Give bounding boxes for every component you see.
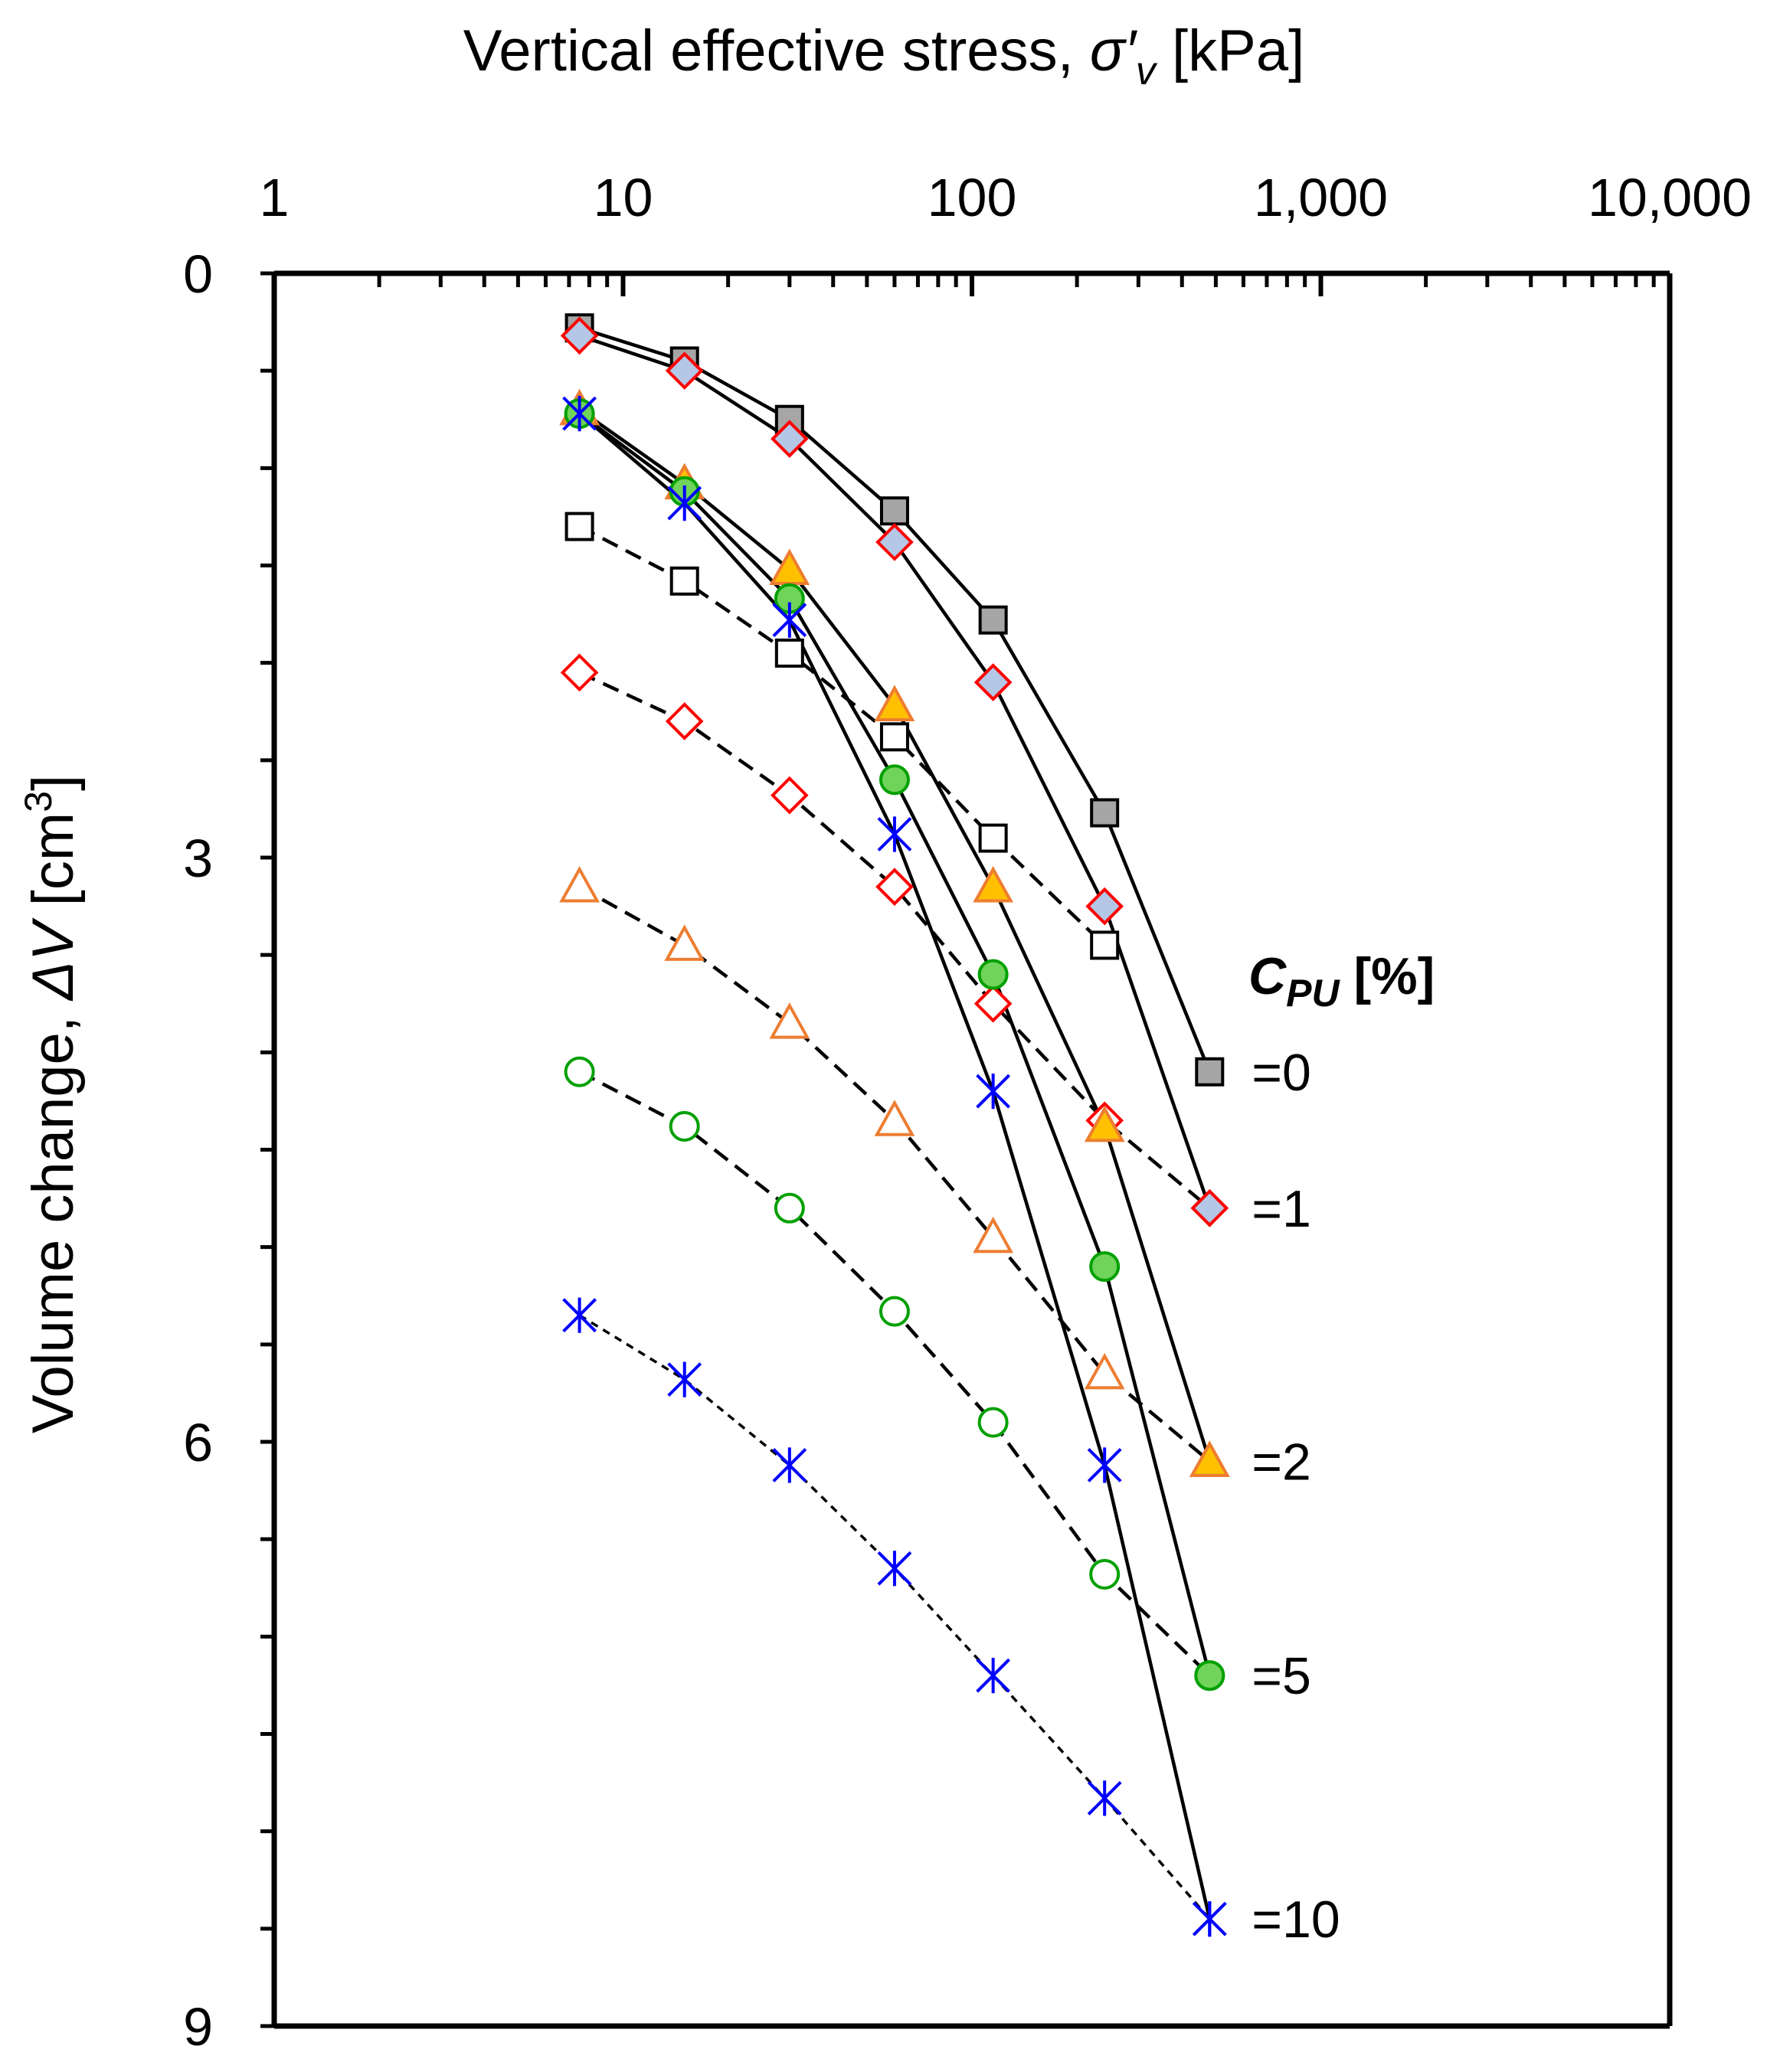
x-tick-label: 1 xyxy=(260,168,290,227)
y-axis-title-main: Volume change, xyxy=(21,1000,86,1433)
data-point xyxy=(978,823,1008,853)
data-point xyxy=(976,1074,1011,1110)
data-point xyxy=(560,316,599,355)
legend-title-main: C xyxy=(1248,947,1287,1005)
data-point xyxy=(879,496,909,526)
data-point xyxy=(559,866,600,903)
data-point xyxy=(562,1297,597,1333)
data-point xyxy=(879,722,909,752)
legend-label: =0 xyxy=(1252,1044,1311,1102)
plot-area xyxy=(274,273,1670,2026)
x-axis-title-main: Vertical effective stress, xyxy=(463,18,1090,83)
data-point xyxy=(879,764,910,796)
axes: 1 10 100 1,000 10,000 0 3 6 9 xyxy=(183,168,1752,2057)
data-point xyxy=(771,776,809,815)
data-point xyxy=(877,1551,912,1587)
data-point xyxy=(875,523,914,561)
data-point xyxy=(769,1002,810,1039)
data-point xyxy=(1090,930,1120,960)
data-point xyxy=(976,1658,1011,1694)
data-point xyxy=(667,485,702,521)
y-axis-title-symbol: ΔV xyxy=(21,917,86,1002)
y-axis-title: Volume change, ΔV [cm3] xyxy=(17,775,86,1433)
data-point xyxy=(669,1110,700,1142)
data-point xyxy=(978,605,1008,635)
y-tick-label: 6 xyxy=(183,1413,213,1472)
data-point xyxy=(774,1192,805,1224)
x-axis-title-unit: [kPa] xyxy=(1156,18,1304,83)
data-point xyxy=(1084,1105,1125,1142)
legend-label: =10 xyxy=(1252,1891,1340,1949)
data-point xyxy=(879,1296,910,1327)
x-axis-title-subscript: v xyxy=(1136,49,1158,93)
data-point xyxy=(973,1216,1014,1253)
data-point xyxy=(564,1056,595,1087)
data-point xyxy=(1189,1440,1230,1477)
data-point xyxy=(667,1361,702,1397)
data-point xyxy=(1190,1188,1229,1227)
data-point xyxy=(771,420,809,459)
data-point xyxy=(772,1447,807,1483)
data-point xyxy=(774,638,804,668)
data-point xyxy=(665,702,704,740)
data-point xyxy=(874,685,915,722)
data-point xyxy=(1085,887,1124,926)
data-point xyxy=(1084,1352,1125,1390)
x-tick-label: 100 xyxy=(928,168,1017,227)
x-tick-label: 1,000 xyxy=(1254,168,1388,227)
data-point xyxy=(664,924,705,961)
data-point xyxy=(669,566,699,596)
legend-label: =5 xyxy=(1252,1647,1311,1705)
y-tick-label: 3 xyxy=(183,828,213,888)
data-point xyxy=(1194,1660,1225,1691)
x-tick-label: 10,000 xyxy=(1588,168,1752,227)
data-point xyxy=(1195,1057,1225,1087)
data-point xyxy=(874,1100,915,1136)
series-markers xyxy=(559,313,1230,1937)
series-line xyxy=(578,525,1106,947)
data-point xyxy=(772,602,807,638)
y-tick-label: 9 xyxy=(183,1997,213,2057)
legend-labels: =0 =1 =2 =5 =10 xyxy=(1252,1044,1340,1949)
data-point xyxy=(977,1407,1009,1438)
data-point xyxy=(973,866,1014,903)
data-point xyxy=(1090,798,1120,828)
x-tick-label: 10 xyxy=(594,168,653,227)
y-axis-title-superscript: 3 xyxy=(17,791,60,812)
data-point xyxy=(560,653,599,692)
legend-title: CPU [%] xyxy=(1248,947,1435,1015)
data-point xyxy=(977,959,1009,990)
data-point xyxy=(1087,1780,1122,1816)
data-point xyxy=(973,663,1013,701)
data-point xyxy=(1089,1558,1121,1590)
legend-title-unit: [%] xyxy=(1340,947,1435,1005)
data-point xyxy=(1192,1901,1227,1937)
x-axis-title-symbol: σ′ xyxy=(1090,18,1138,83)
legend-title-subscript: PU xyxy=(1286,972,1340,1015)
y-tick-label: 0 xyxy=(183,244,213,304)
data-point xyxy=(1089,1251,1121,1283)
data-point xyxy=(877,816,912,852)
data-point xyxy=(562,396,597,432)
legend-label: =1 xyxy=(1252,1180,1311,1238)
data-point xyxy=(973,984,1013,1023)
data-point xyxy=(564,511,594,541)
data-point xyxy=(665,351,704,390)
y-axis-title-close: ] xyxy=(21,775,86,791)
legend-label: =2 xyxy=(1252,1433,1311,1491)
x-axis-title: Vertical effective stress, σ′v [kPa] xyxy=(463,18,1304,93)
y-axis-title-unit: [cm xyxy=(21,812,86,923)
data-point xyxy=(875,868,914,906)
data-point xyxy=(1087,1447,1122,1483)
